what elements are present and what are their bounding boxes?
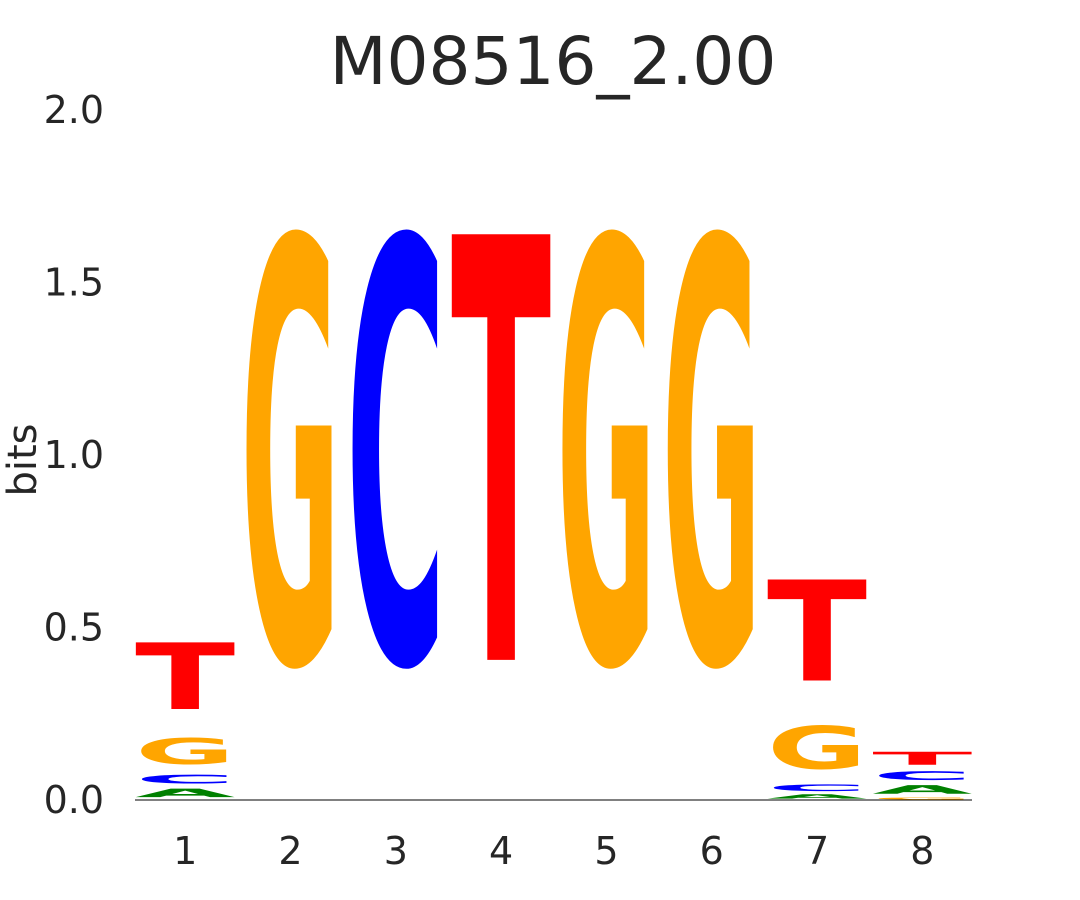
letter: C bbox=[872, 769, 972, 783]
y-tick-label: 0.5 bbox=[44, 606, 104, 650]
x-tick-label: 8 bbox=[910, 829, 934, 873]
x-tick-label: 1 bbox=[173, 829, 197, 873]
letter: A bbox=[872, 783, 972, 797]
letter: G bbox=[872, 797, 972, 800]
y-tick-label: 1.0 bbox=[44, 433, 104, 477]
letter: A bbox=[135, 786, 235, 800]
letter: T bbox=[135, 625, 235, 731]
letter: G bbox=[135, 732, 235, 773]
letter: C bbox=[135, 772, 235, 786]
letter: C bbox=[346, 121, 446, 798]
letter: G bbox=[240, 121, 340, 798]
x-tick-label: 3 bbox=[384, 829, 408, 873]
letter: C bbox=[767, 783, 867, 793]
x-tick-label: 4 bbox=[489, 829, 513, 873]
y-axis-label: bits bbox=[0, 423, 46, 496]
x-tick-label: 2 bbox=[278, 829, 302, 873]
y-tick-label: 2.0 bbox=[44, 88, 104, 132]
x-tick-label: 7 bbox=[805, 829, 829, 873]
letter: A bbox=[767, 793, 867, 800]
letter: G bbox=[556, 121, 656, 798]
x-tick-label: 5 bbox=[594, 829, 618, 873]
y-tick-label: 1.5 bbox=[44, 261, 104, 305]
x-tick-label: 6 bbox=[700, 829, 724, 873]
letter: G bbox=[662, 121, 762, 798]
chart-title: M08516_2.00 bbox=[330, 23, 777, 100]
letter: G bbox=[767, 714, 867, 783]
y-tick-label: 0.0 bbox=[44, 778, 104, 822]
letter: T bbox=[451, 119, 552, 798]
letter: T bbox=[872, 748, 972, 769]
letter: T bbox=[767, 552, 867, 713]
